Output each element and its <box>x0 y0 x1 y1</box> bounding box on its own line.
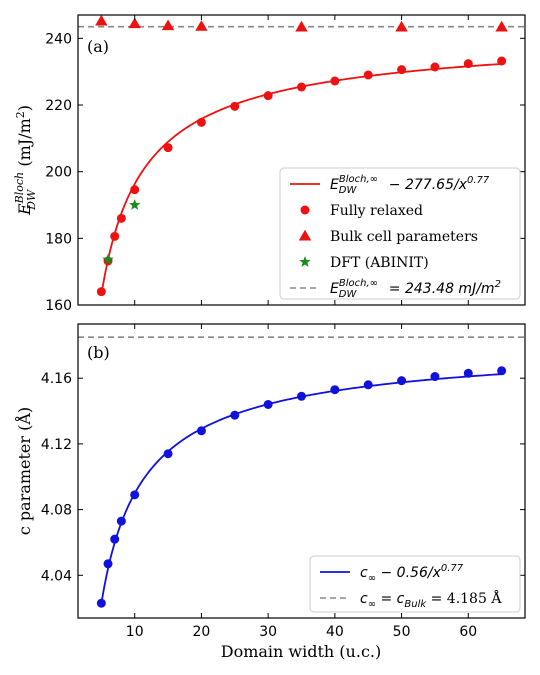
plot-area <box>78 336 525 608</box>
legend-box <box>309 555 521 613</box>
plot-area <box>78 15 525 297</box>
triangle-point <box>295 20 308 32</box>
circle-point <box>163 449 173 459</box>
x-tick-label: 50 <box>393 624 411 640</box>
axes-frame <box>77 14 526 306</box>
circle-point <box>363 70 373 80</box>
y-tick-label: 180 <box>45 231 72 247</box>
y-tick-label: 160 <box>45 298 72 314</box>
panel-a-label: (a) <box>87 37 109 56</box>
triangle-point <box>95 15 108 26</box>
triangle-point <box>161 19 175 31</box>
y-axis-label: EBlochDW (mJ/m2) <box>13 105 38 216</box>
panel-b: 10 20 30 40 50 60 4.04 4.08 4.12 4.16 c parameter … <box>14 323 526 640</box>
triangle-point <box>128 17 141 29</box>
circle-point <box>330 385 340 395</box>
x-tick-label: 10 <box>126 624 144 640</box>
star-point <box>129 199 141 210</box>
triangle-point <box>195 20 208 31</box>
legend-label: DFT (ABINIT) <box>330 255 429 271</box>
circle-point <box>397 65 407 75</box>
legend-label: Fully relaxed <box>330 203 423 219</box>
circle-point <box>263 91 273 101</box>
circle-point <box>430 372 440 382</box>
x-tick-label: 60 <box>459 624 477 640</box>
circle-point <box>103 559 113 569</box>
y-tick-label: 4.04 <box>41 568 72 584</box>
circle-point <box>96 598 106 608</box>
circle-point <box>96 287 106 297</box>
y-axis-label: c parameter (Å) <box>14 407 34 535</box>
triangle-point <box>395 20 408 32</box>
legend-label: c∞ − 0.56/x0.77 <box>360 563 464 584</box>
legend-handle-star <box>299 256 311 267</box>
y-tick-label: 220 <box>45 98 72 114</box>
circle-point <box>297 391 306 401</box>
legend-box <box>279 167 521 300</box>
axes-frame <box>77 323 526 619</box>
circle-point <box>196 426 206 436</box>
circle-point <box>497 56 507 66</box>
circle-point <box>397 376 407 386</box>
circle-point <box>230 410 240 420</box>
panel-a: 160 180 200 220 240 EBlochDW (mJ/m2) EBloch,∞ D… <box>13 14 526 314</box>
x-tick-label: 20 <box>193 624 211 640</box>
y-tick-label: 4.12 <box>41 437 72 453</box>
circle-point <box>463 368 473 378</box>
y-tick-label: 240 <box>45 31 72 47</box>
circle-point <box>116 516 126 526</box>
circle-point <box>230 101 240 111</box>
circle-point <box>330 76 340 86</box>
circle-point <box>116 213 126 223</box>
legend: EBloch,∞ DW − 277.65/x0.77 Fully relaxed Bu… <box>279 167 521 300</box>
legend-label: Bulk cell parameters <box>330 229 478 245</box>
legend-label: EBloch,∞ DW − 277.65/x0.77 <box>330 174 490 196</box>
triangle-point <box>495 20 508 32</box>
circle-point <box>430 62 440 72</box>
y-tick-label: 200 <box>45 165 72 181</box>
circle-point <box>130 490 140 500</box>
circle-point <box>110 534 120 544</box>
circle-point <box>497 366 507 376</box>
circle-point <box>130 185 140 195</box>
legend-handle-triangle <box>298 229 312 241</box>
y-tick-label: 4.16 <box>41 371 72 387</box>
star-point <box>102 253 114 265</box>
circle-point <box>463 59 473 69</box>
legend: c∞ − 0.56/x0.77 c∞ = cBulk = 4.185 Å <box>309 555 521 613</box>
panel-b-label: (b) <box>87 343 110 362</box>
circle-point <box>363 380 373 390</box>
y-tick-label: 4.08 <box>41 503 72 519</box>
circle-point <box>196 117 206 127</box>
x-axis-label: Domain width (u.c.) <box>221 642 381 661</box>
legend-label: c∞ = cBulk = 4.185 Å <box>360 589 502 610</box>
circle-point <box>163 143 173 153</box>
legend-label: EBloch,∞ DW = 243.48 mJ/m2 <box>330 278 501 300</box>
circle-point <box>110 231 120 241</box>
x-tick-label: 40 <box>326 624 344 640</box>
x-tick-label: 30 <box>259 624 277 640</box>
legend-handle-circle <box>300 205 310 215</box>
circle-point <box>297 82 306 92</box>
circle-point <box>263 399 273 409</box>
